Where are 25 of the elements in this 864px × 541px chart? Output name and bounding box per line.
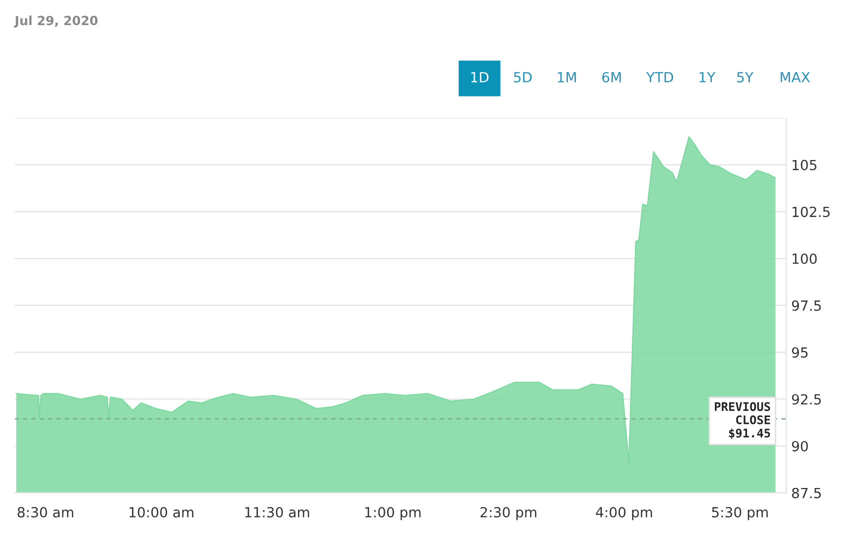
text: 6M xyxy=(602,72,621,82)
x-tick-label: 11:30 am xyxy=(245,506,310,518)
y-tick-label: 95 xyxy=(792,347,808,358)
x-tick-label: 8:30 am xyxy=(18,506,74,518)
text: 5Y xyxy=(737,72,754,82)
x-tick-label: 4:00 pm xyxy=(596,506,652,520)
x-tick-label: 1:00 pm xyxy=(365,506,421,520)
y-tick-label: 87.5 xyxy=(792,488,821,498)
x-tick-label: 10:00 am xyxy=(130,506,194,518)
text: 1M xyxy=(558,72,576,82)
y-tick-label: 102.5 xyxy=(792,206,830,218)
y-tick-label: 105 xyxy=(792,160,816,170)
text: MAX xyxy=(780,72,810,82)
text: 5D xyxy=(514,72,532,82)
y-tick-label: 90 xyxy=(792,440,808,452)
ref-line-label: PREVIOUS CLOSE $91.45 xyxy=(714,402,770,440)
y-tick-label: 92.5 xyxy=(792,394,821,405)
x-tick-label: 5:30 pm xyxy=(712,506,768,520)
text: 1D xyxy=(471,72,488,82)
x-tick-label: 2:30 pm xyxy=(480,506,536,520)
y-tick-label: 97.5 xyxy=(792,300,821,311)
chart-title: Jul 29, 2020 xyxy=(14,16,98,28)
text: 1Y xyxy=(700,72,716,82)
y-tick-label: 100 xyxy=(792,254,817,264)
text: YTD xyxy=(646,72,674,82)
